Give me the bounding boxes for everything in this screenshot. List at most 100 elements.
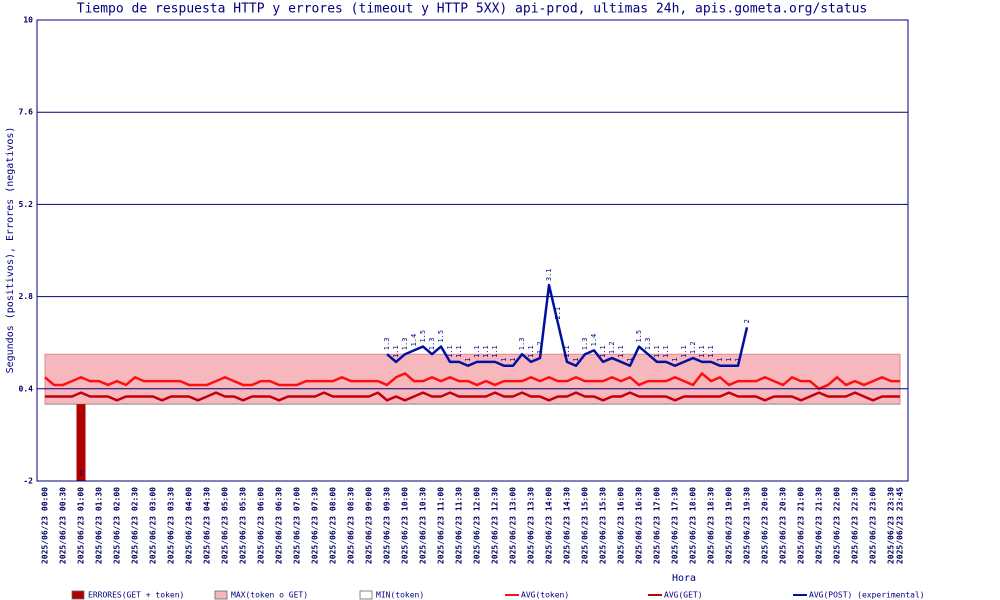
data-label: 1.1 <box>473 345 481 358</box>
legend-label: ERRORES(GET + token) <box>88 591 184 600</box>
data-label: 1.1 <box>482 345 490 358</box>
data-label: 1 <box>572 358 580 362</box>
x-tick-label: 2025/06/23 17:30 <box>671 487 680 564</box>
legend-label: AVG(token) <box>521 591 569 600</box>
data-label: 1.1 <box>563 345 571 358</box>
plot-border <box>36 19 909 482</box>
x-tick-label: 2025/06/23 18:00 <box>689 487 698 564</box>
y-tick-label: 2.8 <box>19 292 34 301</box>
legend-label: MIN(token) <box>376 591 424 600</box>
data-label: 2 <box>743 319 751 323</box>
data-label: 1.3 <box>581 338 589 351</box>
data-label: 1.3 <box>383 338 391 351</box>
x-tick-label: 2025/06/23 00:00 <box>41 487 50 564</box>
x-tick-label: 2025/06/23 21:00 <box>797 487 806 564</box>
data-label: 1.3 <box>401 338 409 351</box>
x-tick-label: 2025/06/23 13:30 <box>527 487 536 564</box>
x-tick-label: 2025/06/23 09:30 <box>383 487 392 564</box>
x-tick-label: 2025/06/23 20:00 <box>761 487 770 564</box>
x-tick-label: 2025/06/23 08:00 <box>329 487 338 564</box>
legend-swatch <box>214 590 228 600</box>
data-label: 1 <box>464 358 472 362</box>
data-label: 1.1 <box>617 345 625 358</box>
x-tick-label: 2025/06/23 22:30 <box>851 487 860 564</box>
x-tick-label: 2025/06/23 05:00 <box>221 487 230 564</box>
y-axis-label: Segundos (positivos), Errores (negativos… <box>5 127 16 374</box>
x-tick-label: 2025/06/23 16:00 <box>617 487 626 564</box>
data-label: 1.1 <box>653 345 661 358</box>
data-label: 1.1 <box>455 345 463 358</box>
x-tick-label: 2025/06/23 09:00 <box>365 487 374 564</box>
data-label: 1 <box>509 358 517 362</box>
y-tick-label: 10 <box>23 16 33 25</box>
x-tick-label: 2025/06/23 19:00 <box>725 487 734 564</box>
data-label: 1.3 <box>428 338 436 351</box>
x-tick-label: 2025/06/23 17:00 <box>653 487 662 564</box>
data-label: 1.1 <box>527 345 535 358</box>
legend-label: AVG(POST) (experimental) <box>809 591 925 600</box>
data-label: 1.1 <box>698 345 706 358</box>
x-tick-label: 2025/06/23 07:30 <box>311 487 320 564</box>
data-label: 1.1 <box>707 345 715 358</box>
legend-swatch <box>359 590 373 600</box>
data-label: 1.1 <box>662 345 670 358</box>
data-label: 1 <box>500 358 508 362</box>
data-label: 1.4 <box>410 334 418 347</box>
series-line <box>45 391 900 402</box>
x-tick-label: 2025/06/23 21:30 <box>815 487 824 564</box>
data-label: 1.4 <box>590 334 598 347</box>
x-tick-label: 2025/06/23 10:00 <box>401 487 410 564</box>
x-tick-label: 2025/06/23 03:00 <box>149 487 158 564</box>
x-tick-label: 2025/06/23 23:45 <box>896 487 905 564</box>
x-tick-label: 2025/06/23 10:30 <box>419 487 428 564</box>
x-tick-label: 2025/06/23 14:00 <box>545 487 554 564</box>
x-tick-label: 2025/06/23 07:00 <box>293 487 302 564</box>
data-label: 1 <box>716 358 724 362</box>
x-tick-label: 2025/06/23 14:30 <box>563 487 572 564</box>
data-label: 1.5 <box>419 330 427 343</box>
x-tick-label: 2025/06/23 22:00 <box>833 487 842 564</box>
series-line <box>44 372 900 391</box>
data-label: 1.1 <box>491 345 499 358</box>
data-label: 1.3 <box>644 338 652 351</box>
data-label: 2.1 <box>554 307 562 320</box>
x-tick-label: 2025/06/23 00:30 <box>59 487 68 564</box>
x-tick-label: 2025/06/23 15:00 <box>581 487 590 564</box>
x-tick-label: 2025/06/23 06:30 <box>275 487 284 564</box>
legend-label: MAX(token o GET) <box>231 591 308 600</box>
data-label: 1.1 <box>599 345 607 358</box>
data-label: 1.1 <box>392 345 400 358</box>
error-bar <box>76 404 86 481</box>
x-tick-label: 2025/06/23 06:00 <box>257 487 266 564</box>
x-tick-label: 2025/06/23 20:30 <box>779 487 788 564</box>
data-label: 1.5 <box>635 330 643 343</box>
x-tick-label: 2025/06/23 11:30 <box>455 487 464 564</box>
legend-label: AVG(GET) <box>664 591 703 600</box>
x-tick-label: 2025/06/23 11:00 <box>437 487 446 564</box>
x-tick-label: 2025/06/23 05:30 <box>239 487 248 564</box>
x-tick-label: 2025/06/23 04:00 <box>185 487 194 564</box>
x-tick-label: 2025/06/23 13:00 <box>509 487 518 564</box>
data-label: 1.2 <box>536 341 544 354</box>
legend-swatch <box>71 590 85 600</box>
data-label: 1.3 <box>518 338 526 351</box>
data-label: 1 <box>671 358 679 362</box>
y-tick-label: 7.6 <box>19 108 34 117</box>
x-tick-label: 2025/06/23 16:30 <box>635 487 644 564</box>
x-tick-label: 2025/06/23 03:30 <box>167 487 176 564</box>
x-tick-label: 2025/06/23 12:30 <box>491 487 500 564</box>
x-tick-label: 2025/06/23 15:30 <box>599 487 608 564</box>
y-tick-label: 5.2 <box>19 200 34 209</box>
x-tick-label: 2025/06/23 01:30 <box>95 487 104 564</box>
data-label: 1.2 <box>689 341 697 354</box>
chart-title: Tiempo de respuesta HTTP y errores (time… <box>77 2 868 17</box>
data-label: 1 <box>626 358 634 362</box>
data-label: 1 <box>734 358 742 362</box>
data-label: 2 <box>79 469 83 477</box>
x-tick-label: 2025/06/23 04:30 <box>203 487 212 564</box>
data-label: 1.5 <box>437 330 445 343</box>
x-tick-label: 2025/06/23 23:30 <box>887 487 896 564</box>
x-tick-label: 2025/06/23 02:00 <box>113 487 122 564</box>
data-label: 1.1 <box>680 345 688 358</box>
